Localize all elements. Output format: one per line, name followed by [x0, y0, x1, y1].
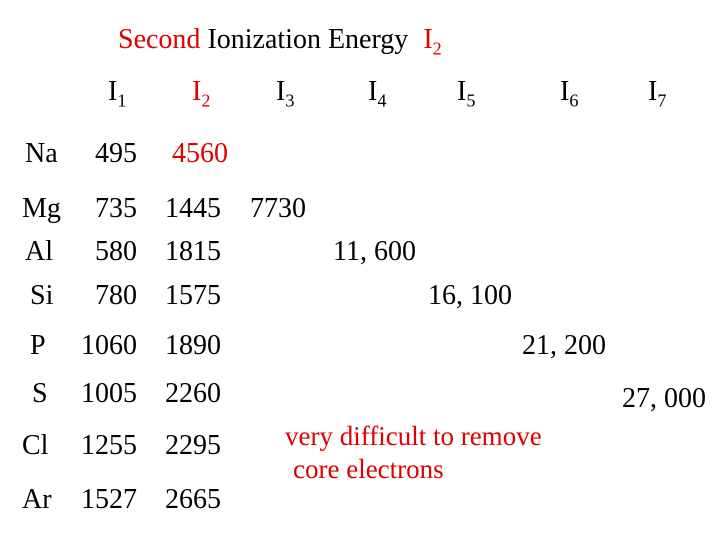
element: Cl	[22, 430, 49, 461]
element: Mg	[22, 193, 61, 224]
value: 11, 600	[333, 236, 416, 267]
value: 21, 200	[522, 330, 606, 361]
element: Ar	[22, 484, 52, 515]
title-symbol: I2	[423, 24, 442, 59]
subscript: 5	[466, 90, 476, 111]
element: P	[30, 330, 46, 361]
subscript: 7	[657, 90, 667, 111]
column-header: I1	[108, 78, 126, 110]
value: 27, 000	[622, 383, 706, 414]
note-line: core electrons	[293, 454, 444, 484]
value: 495	[95, 138, 137, 169]
column-header: I2	[192, 78, 210, 110]
subscript: 6	[569, 90, 579, 111]
element: Na	[25, 138, 58, 169]
value: 1060	[81, 330, 137, 361]
column-header: I4	[368, 78, 386, 110]
value: 735	[95, 193, 137, 224]
subscript: 2	[432, 38, 442, 59]
title-rest: Ionization Energy	[207, 24, 409, 55]
value: 1815	[165, 236, 221, 267]
value: 1005	[81, 378, 137, 409]
column-header: I6	[560, 78, 578, 110]
value: 1890	[165, 330, 221, 361]
value: 16, 100	[428, 280, 512, 311]
symbol: I	[368, 76, 378, 107]
value: 580	[95, 236, 137, 267]
note-line: very difficult to remove	[285, 421, 542, 451]
element: Al	[25, 236, 53, 267]
symbol: I	[192, 76, 202, 107]
title-highlight: Second	[118, 24, 201, 55]
symbol: I	[276, 76, 286, 107]
value: 7730	[250, 193, 306, 224]
subscript: 4	[377, 90, 387, 111]
value: 4560	[172, 138, 228, 169]
element: S	[32, 378, 48, 409]
symbol: I	[648, 76, 658, 107]
subscript: 2	[201, 90, 211, 111]
symbol: I	[560, 76, 570, 107]
subscript: 3	[285, 90, 295, 111]
title: Second Ionization Energy I2	[118, 26, 442, 58]
value: 2260	[165, 378, 221, 409]
symbol: I	[457, 76, 467, 107]
value: 1255	[81, 430, 137, 461]
value: 780	[95, 280, 137, 311]
element: Si	[30, 280, 54, 311]
column-header: I5	[457, 78, 475, 110]
value: 1527	[81, 484, 137, 515]
symbol: I	[423, 24, 433, 55]
value: 2295	[165, 430, 221, 461]
column-header: I3	[276, 78, 294, 110]
value: 1445	[165, 193, 221, 224]
value: 2665	[165, 484, 221, 515]
symbol: I	[108, 76, 118, 107]
subscript: 1	[117, 90, 127, 111]
value: 1575	[165, 280, 221, 311]
column-header: I7	[648, 78, 666, 110]
